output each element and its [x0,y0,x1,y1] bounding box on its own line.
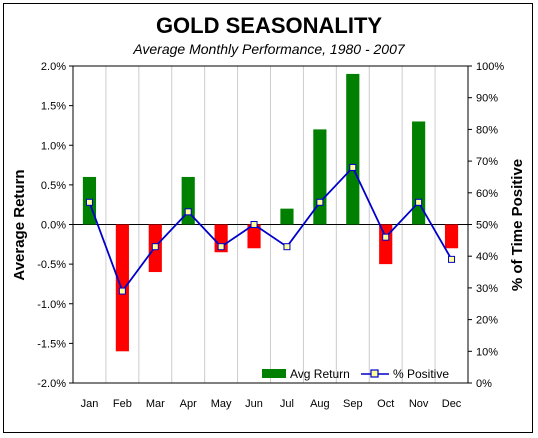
x-tick-label: Feb [113,398,132,410]
x-tick-label: Oct [377,398,394,410]
left-axis-ticks: 2.0% 1.5% 1.0% 0.5% 0.0% -0.5% -1.0% -1.5% -2.0% [37,61,73,390]
y2-tick-label: 0% [476,378,492,390]
x-tick-label: Mar [146,398,165,410]
y2-tick-label: 20% [476,315,498,327]
legend-percent-positive-marker [370,369,379,378]
point-oct [382,233,390,241]
point-jan [85,198,93,206]
y-tick-label: -1.0% [37,299,66,311]
y-tick-label: 1.5% [41,101,66,113]
y-tick-label: -2.0% [37,378,66,390]
point-jul [283,243,291,251]
point-aug [316,198,324,206]
x-tick-label: May [211,398,232,410]
bar-jun [247,224,261,249]
y2-tick-label: 60% [476,188,498,200]
x-tick-label: Aug [310,398,330,410]
point-dec [448,255,456,263]
x-tick-label: Nov [409,398,429,410]
y2-tick-label: 70% [476,156,498,168]
x-tick-label: Jan [81,398,99,410]
y2-tick-label: 80% [476,124,498,136]
y2-tick-label: 10% [476,346,498,358]
x-axis-ticks: Jan Feb Mar Apr May Jun Jul Aug Sep Oct Nov Dec [81,398,462,410]
chart-title: GOLD SEASONALITY [156,13,382,38]
x-tick-label: Jul [280,398,294,410]
x-tick-label: Dec [442,398,462,410]
point-feb [118,287,126,295]
x-tick-label: Sep [343,398,363,410]
y2-tick-label: 100% [476,61,504,73]
y-tick-label: 0.5% [41,180,66,192]
bar-nov [412,121,426,225]
right-axis-label: % of Time Positive [509,159,526,291]
bar-sep [346,73,360,225]
point-apr [184,208,192,216]
left-axis-label: Average Return [11,169,28,280]
bar-aug [313,129,327,225]
y-tick-label: -1.5% [37,338,66,350]
point-jun [250,221,258,228]
bar-dec [444,224,459,249]
chart-subtitle: Average Monthly Performance, 1980 - 2007 [132,41,406,57]
right-axis-ticks: 100% 90% 80% 70% 60% 50% 40% 30% 20% 10% 0% [468,61,504,390]
bar-oct [379,224,393,265]
point-nov [415,198,423,206]
y-tick-label: -0.5% [37,259,66,271]
chart-legend: Avg Return % Positive [262,367,449,381]
legend-percent-positive-label: % Positive [393,367,449,381]
y-tick-label: 0.0% [41,220,66,232]
y2-tick-label: 90% [476,93,498,105]
x-tick-label: Apr [180,398,197,410]
percent-positive-polyline [88,165,453,293]
percent-positive-line [85,163,456,295]
y2-tick-label: 40% [476,251,498,263]
point-mar [151,243,159,251]
bar-jul [280,208,294,225]
y2-tick-label: 50% [476,220,498,232]
y-tick-label: 2.0% [41,61,66,73]
y2-tick-label: 30% [476,283,498,295]
legend-avg-return-label: Avg Return [290,367,350,381]
legend-avg-return-swatch [262,369,286,378]
y-tick-label: 1.0% [41,140,66,152]
x-tick-label: Jun [245,398,263,410]
point-sep [349,163,357,171]
point-may [217,243,225,251]
